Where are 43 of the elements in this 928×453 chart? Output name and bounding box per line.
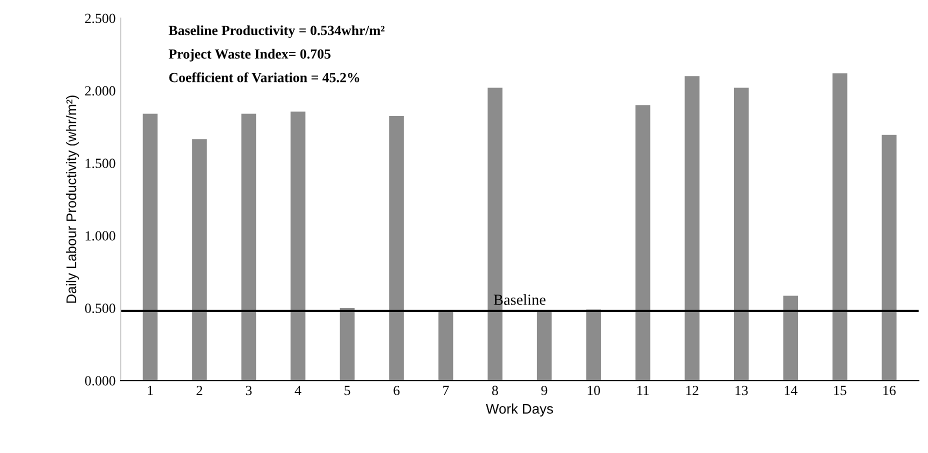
x-tick-label: 8 bbox=[492, 386, 498, 396]
bar bbox=[340, 308, 355, 381]
bar bbox=[832, 73, 848, 381]
x-tick-label: 10 bbox=[588, 386, 600, 396]
x-tick-label: 13 bbox=[736, 386, 748, 396]
bar bbox=[783, 296, 798, 381]
x-tick-label: 3 bbox=[246, 386, 252, 396]
y-tick-label: 2.500 bbox=[85, 14, 116, 24]
y-tick-label: 1.500 bbox=[86, 158, 116, 168]
ref-line-label: Baseline bbox=[494, 294, 546, 305]
x-tick-label: 5 bbox=[344, 386, 350, 396]
x-tick-label: 12 bbox=[686, 386, 698, 396]
x-tick-label: 4 bbox=[294, 386, 302, 396]
y-tick-label: 0.000 bbox=[85, 376, 116, 386]
x-tick-label: 14 bbox=[784, 386, 798, 396]
bar bbox=[389, 116, 404, 381]
x-tick-label: 6 bbox=[394, 386, 400, 396]
x-tick-label: 16 bbox=[883, 386, 896, 396]
bar bbox=[635, 105, 650, 381]
bar bbox=[290, 112, 306, 381]
x-tick-label: 1 bbox=[148, 386, 153, 396]
x-tick-label: 7 bbox=[443, 386, 449, 396]
bar bbox=[438, 310, 454, 381]
x-tick-label: 9 bbox=[541, 386, 548, 396]
bar bbox=[536, 310, 552, 381]
y-axis-title: Daily Labour Productivity (whr/m²) bbox=[66, 96, 79, 303]
y-tick-label: 2.000 bbox=[85, 86, 116, 96]
y-tick-label: 1.000 bbox=[86, 231, 116, 241]
bar bbox=[142, 114, 158, 381]
bar bbox=[882, 134, 897, 381]
annotation: Coefficient of Variation = 45.2% bbox=[169, 72, 360, 82]
bar bbox=[734, 88, 749, 381]
x-tick-label: 2 bbox=[196, 386, 202, 396]
annotation: Baseline Productivity = 0.534whr/m² bbox=[168, 25, 384, 38]
bar bbox=[192, 139, 207, 381]
y-tick-label: 0.500 bbox=[85, 304, 116, 314]
x-tick-label: 11 bbox=[637, 386, 649, 396]
x-axis-title: Work Days bbox=[486, 404, 554, 416]
x-tick-label: 15 bbox=[834, 386, 846, 396]
bar bbox=[241, 114, 256, 381]
annotation: Project Waste Index= 0.705 bbox=[168, 48, 331, 62]
bar bbox=[586, 309, 601, 381]
bar bbox=[684, 76, 700, 381]
